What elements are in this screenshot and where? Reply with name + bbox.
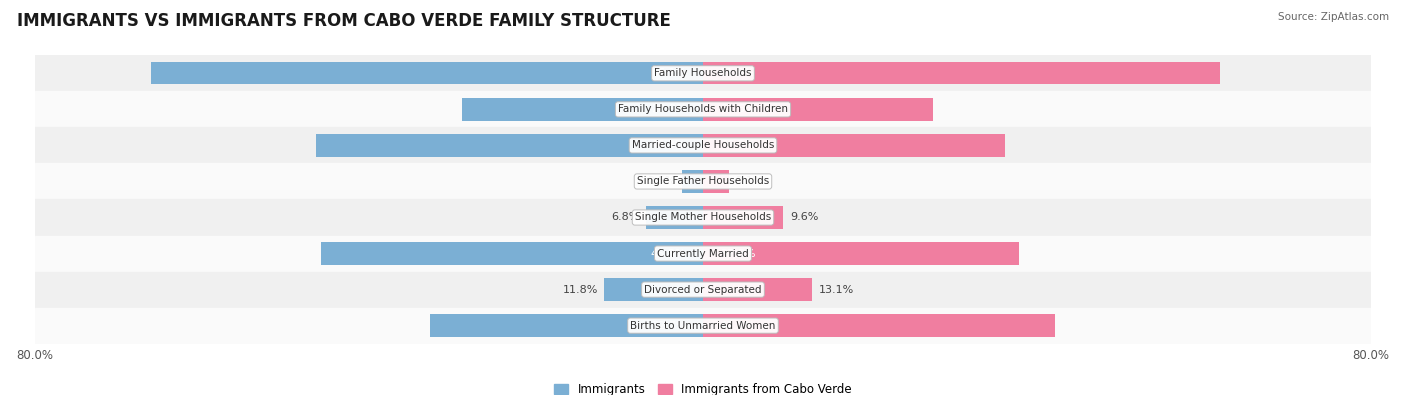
Text: 46.3%: 46.3% (651, 140, 686, 150)
Text: 2.5%: 2.5% (647, 177, 675, 186)
Text: 9.6%: 9.6% (790, 213, 818, 222)
Bar (35, 199, 1371, 235)
Bar (35, 164, 1371, 199)
Bar (35, 91, 1371, 128)
Bar (35, 272, 1371, 308)
Text: IMMIGRANTS VS IMMIGRANTS FROM CABO VERDE FAMILY STRUCTURE: IMMIGRANTS VS IMMIGRANTS FROM CABO VERDE… (17, 12, 671, 30)
Text: 42.2%: 42.2% (720, 321, 755, 331)
Bar (703, 98, 934, 120)
Text: Single Father Households: Single Father Households (637, 177, 769, 186)
Bar (703, 278, 813, 301)
Text: 6.8%: 6.8% (612, 213, 640, 222)
Bar (682, 170, 703, 193)
Bar (430, 314, 703, 337)
Bar (605, 278, 703, 301)
Text: 36.2%: 36.2% (720, 140, 755, 150)
Text: 32.7%: 32.7% (651, 321, 686, 331)
Bar (703, 170, 728, 193)
Bar (703, 62, 1220, 85)
Bar (647, 206, 703, 229)
Bar (703, 206, 783, 229)
Text: 11.8%: 11.8% (562, 284, 598, 295)
Text: 66.1%: 66.1% (651, 68, 686, 78)
Text: Single Mother Households: Single Mother Households (636, 213, 770, 222)
Text: 28.9%: 28.9% (651, 104, 686, 115)
Text: Currently Married: Currently Married (657, 248, 749, 259)
Bar (703, 134, 1005, 156)
Bar (316, 134, 703, 156)
Text: 61.9%: 61.9% (720, 68, 755, 78)
Text: Married-couple Households: Married-couple Households (631, 140, 775, 150)
Bar (35, 128, 1371, 164)
Text: Family Households with Children: Family Households with Children (619, 104, 787, 115)
Bar (321, 243, 703, 265)
Legend: Immigrants, Immigrants from Cabo Verde: Immigrants, Immigrants from Cabo Verde (550, 379, 856, 395)
Bar (152, 62, 703, 85)
Bar (461, 98, 703, 120)
Bar (35, 55, 1371, 91)
Text: 27.6%: 27.6% (720, 104, 755, 115)
Bar (703, 243, 1018, 265)
Text: 45.8%: 45.8% (651, 248, 686, 259)
Text: 37.8%: 37.8% (720, 248, 755, 259)
Bar (35, 235, 1371, 272)
Text: 13.1%: 13.1% (820, 284, 855, 295)
Text: 3.1%: 3.1% (735, 177, 763, 186)
Bar (703, 314, 1056, 337)
Text: Births to Unmarried Women: Births to Unmarried Women (630, 321, 776, 331)
Text: Divorced or Separated: Divorced or Separated (644, 284, 762, 295)
Bar (35, 308, 1371, 344)
Text: Source: ZipAtlas.com: Source: ZipAtlas.com (1278, 12, 1389, 22)
Text: Family Households: Family Households (654, 68, 752, 78)
